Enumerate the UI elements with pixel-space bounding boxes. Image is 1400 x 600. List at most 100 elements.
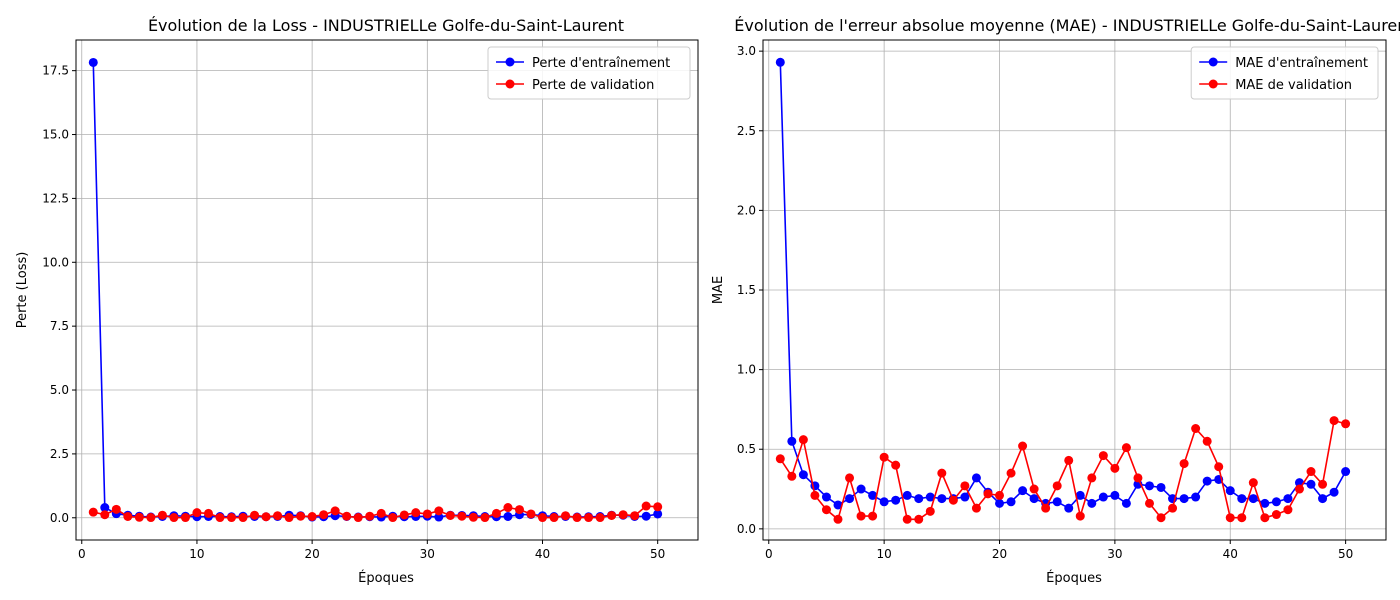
data-point (948, 495, 958, 505)
data-point (1214, 462, 1224, 472)
x-tick-label: 20 (992, 547, 1007, 561)
data-point (618, 510, 628, 520)
legend: Perte d'entraînement Perte de validation (487, 46, 691, 100)
data-point (330, 506, 340, 516)
data-point (845, 494, 855, 504)
data-point (787, 436, 797, 446)
data-point (1087, 473, 1097, 483)
data-point (134, 512, 144, 522)
data-point (88, 507, 98, 517)
data-point (1202, 476, 1212, 486)
data-point (595, 513, 605, 523)
loss-chart: Évolution de la Loss - INDUSTRIELLe Golf… (15, 16, 699, 586)
data-point (1133, 473, 1143, 483)
data-point (607, 510, 617, 520)
data-point (1179, 459, 1189, 469)
data-point (561, 511, 571, 521)
x-tick-label: 10 (876, 547, 891, 561)
data-point (1098, 451, 1108, 461)
data-point (514, 505, 524, 515)
data-point (1237, 494, 1247, 504)
data-point (146, 513, 156, 523)
data-point (445, 510, 455, 520)
data-point (1029, 494, 1039, 504)
data-point (1260, 498, 1270, 508)
data-point (1341, 467, 1351, 477)
data-point (503, 503, 513, 513)
data-point (365, 511, 375, 521)
data-point (1225, 486, 1235, 496)
series-validation (88, 501, 663, 523)
x-tick-label: 20 (304, 547, 319, 561)
data-point (630, 511, 640, 521)
data-point (856, 484, 866, 494)
data-point (88, 57, 98, 67)
data-point (1110, 490, 1120, 500)
data-point (856, 511, 866, 521)
data-point (1075, 511, 1085, 521)
data-point (937, 468, 947, 478)
y-axis-label: MAE (711, 276, 726, 304)
data-point (902, 514, 912, 524)
series-layer (88, 57, 663, 523)
data-point (422, 509, 432, 519)
data-point (434, 506, 444, 516)
x-tick-label: 10 (189, 547, 204, 561)
data-point (1064, 455, 1074, 465)
x-axis-label: Époques (1046, 570, 1102, 586)
legend: MAE d'entraînement MAE de validation (1190, 46, 1379, 100)
series-layer (775, 57, 1351, 524)
legend-label: Perte de validation (532, 78, 654, 93)
data-point (868, 490, 878, 500)
data-point (1041, 503, 1051, 513)
data-point (123, 511, 133, 521)
data-point (388, 513, 398, 523)
series-line (779, 419, 1346, 521)
y-tick-label: 3.0 (737, 44, 756, 58)
data-point (1248, 494, 1258, 504)
legend-marker (1208, 57, 1218, 67)
data-point (1075, 490, 1085, 500)
data-point (833, 514, 843, 524)
tick-layer: 0 10 20 30 40 50 0.0 2.5 5.0 7.5 10.0 12.5 15.0 17.5 (42, 64, 665, 561)
data-point (215, 513, 225, 523)
data-point (319, 510, 329, 520)
data-point (1121, 443, 1131, 453)
legend-marker (1208, 79, 1218, 89)
data-point (891, 460, 901, 470)
data-point (1306, 479, 1316, 489)
data-point (653, 509, 663, 519)
legend-label: MAE d'entraînement (1235, 56, 1368, 71)
data-point (100, 503, 110, 513)
data-point (284, 513, 294, 523)
data-point (1018, 486, 1028, 496)
data-point (261, 512, 271, 522)
data-point (273, 511, 283, 521)
data-point (1156, 513, 1166, 523)
data-point (1006, 497, 1016, 507)
data-point (787, 471, 797, 481)
data-point (1283, 505, 1293, 515)
data-point (914, 494, 924, 504)
data-point (526, 509, 536, 519)
y-tick-label: 0.0 (50, 511, 69, 525)
legend-box (1190, 46, 1379, 100)
data-point (111, 504, 121, 514)
series-validation (775, 416, 1351, 524)
data-point (180, 513, 190, 523)
data-point (914, 514, 924, 524)
data-point (468, 512, 478, 522)
data-point (1018, 441, 1028, 451)
y-tick-label: 2.5 (50, 447, 69, 461)
data-point (399, 510, 409, 520)
tick-layer: 0 10 20 30 40 50 0.0 0.5 1.0 1.5 2.0 2.5 3.0 (737, 44, 1353, 561)
y-tick-label: 2.5 (737, 124, 756, 138)
y-tick-label: 15.0 (42, 128, 69, 142)
data-point (250, 510, 260, 520)
y-tick-label: 7.5 (50, 319, 69, 333)
data-point (491, 508, 501, 518)
data-point (960, 492, 970, 502)
series-training (775, 57, 1351, 513)
